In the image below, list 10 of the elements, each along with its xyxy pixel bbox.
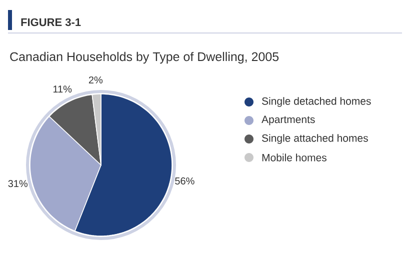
data-label: 31% bbox=[8, 180, 28, 188]
legend-label: Apartments bbox=[262, 116, 315, 126]
legend-label: Mobile homes bbox=[262, 154, 326, 162]
caption: FIGURE 3-1 bbox=[21, 18, 81, 26]
chart-title: Canadian Households by Type of Dwelling, 2005 bbox=[10, 52, 279, 64]
legend-label: Single detached homes bbox=[262, 97, 371, 107]
data-label: 56% bbox=[175, 177, 194, 184]
data-label: 2% bbox=[88, 76, 103, 84]
legend-label: Single attached homes bbox=[262, 134, 368, 144]
data-label: 11% bbox=[53, 86, 72, 93]
